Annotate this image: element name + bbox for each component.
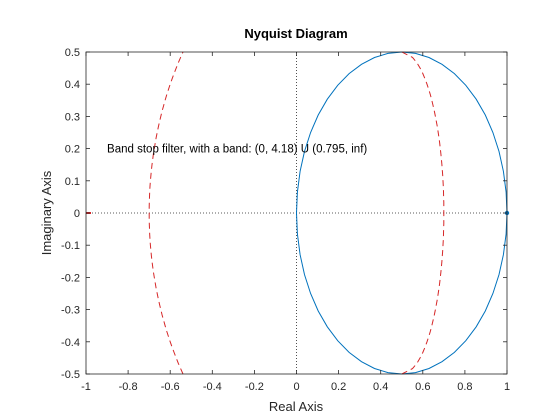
- chart-annotation: Band stop filter, with a band: (0, 4.18)…: [107, 144, 367, 156]
- x-tick-label: 0: [293, 381, 299, 393]
- y-tick-label: -0.4: [61, 337, 80, 349]
- y-tick-label: -0.5: [61, 369, 80, 381]
- ticks: -1 -0.8 -0.6 -0.4 -0.2 0 0.2 0.4 0.6 0.8 1 -0.5 -0.4…: [61, 47, 510, 393]
- x-axis-label: Real Axis: [269, 399, 324, 414]
- x-tick-label: 0.4: [373, 381, 388, 393]
- series-blue-circle: [295, 51, 508, 375]
- x-tick-label: 0.8: [457, 381, 472, 393]
- y-tick-label: 0.2: [65, 144, 80, 156]
- chart-title: Nyquist Diagram: [244, 26, 347, 41]
- y-tick-label: -0.1: [61, 240, 80, 252]
- y-tick-label: -0.3: [61, 305, 80, 317]
- y-tick-label: -0.2: [61, 272, 80, 284]
- x-tick-label: 1: [504, 381, 510, 393]
- x-tick-label: 0.2: [331, 381, 346, 393]
- x-tick-label: -0.2: [245, 381, 264, 393]
- y-tick-label: 0: [74, 208, 80, 220]
- x-tick-label: -0.6: [161, 381, 180, 393]
- y-tick-label: 0.5: [65, 47, 80, 59]
- x-tick-label: 0.6: [415, 381, 430, 393]
- series-red-left-arc: [148, 51, 184, 375]
- y-tick-label: 0.4: [65, 79, 80, 91]
- y-axis-label: Imaginary Axis: [39, 170, 54, 255]
- series-layer: [86, 51, 510, 375]
- x-tick-label: -0.4: [203, 381, 222, 393]
- series-red-right-arc: [401, 51, 445, 375]
- y-tick-label: 0.3: [65, 111, 80, 123]
- x-tick-label: -1: [81, 381, 91, 393]
- y-tick-label: 0.1: [65, 176, 80, 188]
- x-tick-label: -0.8: [119, 381, 138, 393]
